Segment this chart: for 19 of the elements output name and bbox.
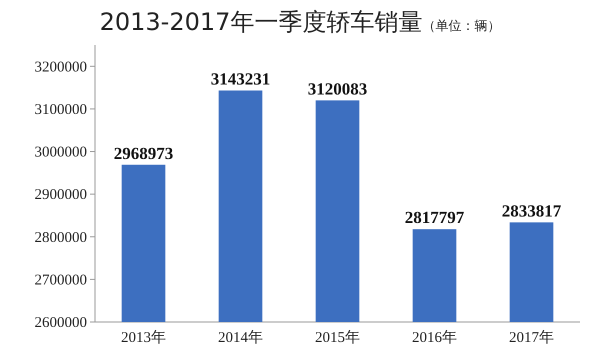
chart-subtitle: （单位：辆） bbox=[422, 19, 500, 34]
data-label: 3143231 bbox=[210, 70, 270, 88]
x-tick-label: 2013年 bbox=[121, 329, 166, 346]
y-tick-label: 2900000 bbox=[34, 187, 87, 204]
y-tick-label: 3000000 bbox=[34, 144, 87, 161]
data-label: 3120083 bbox=[308, 79, 368, 98]
data-label: 2968973 bbox=[114, 144, 174, 163]
x-tick-label: 2015年 bbox=[315, 329, 360, 346]
x-tick-label: 2014年 bbox=[218, 329, 263, 346]
chart-title: 2013-2017年一季度轿车销量 bbox=[100, 8, 422, 36]
y-tick-label: 3100000 bbox=[34, 102, 87, 118]
data-label: 2817797 bbox=[404, 208, 465, 228]
y-tick-label: 2600000 bbox=[34, 315, 87, 331]
data-label: 2833817 bbox=[502, 201, 562, 220]
y-tick-label: 2700000 bbox=[34, 272, 87, 288]
y-tick-label: 3200000 bbox=[34, 59, 87, 76]
x-tick-label: 2017年 bbox=[509, 329, 554, 346]
x-tick-label: 2016年 bbox=[412, 329, 457, 346]
y-tick-label: 2800000 bbox=[34, 230, 87, 246]
